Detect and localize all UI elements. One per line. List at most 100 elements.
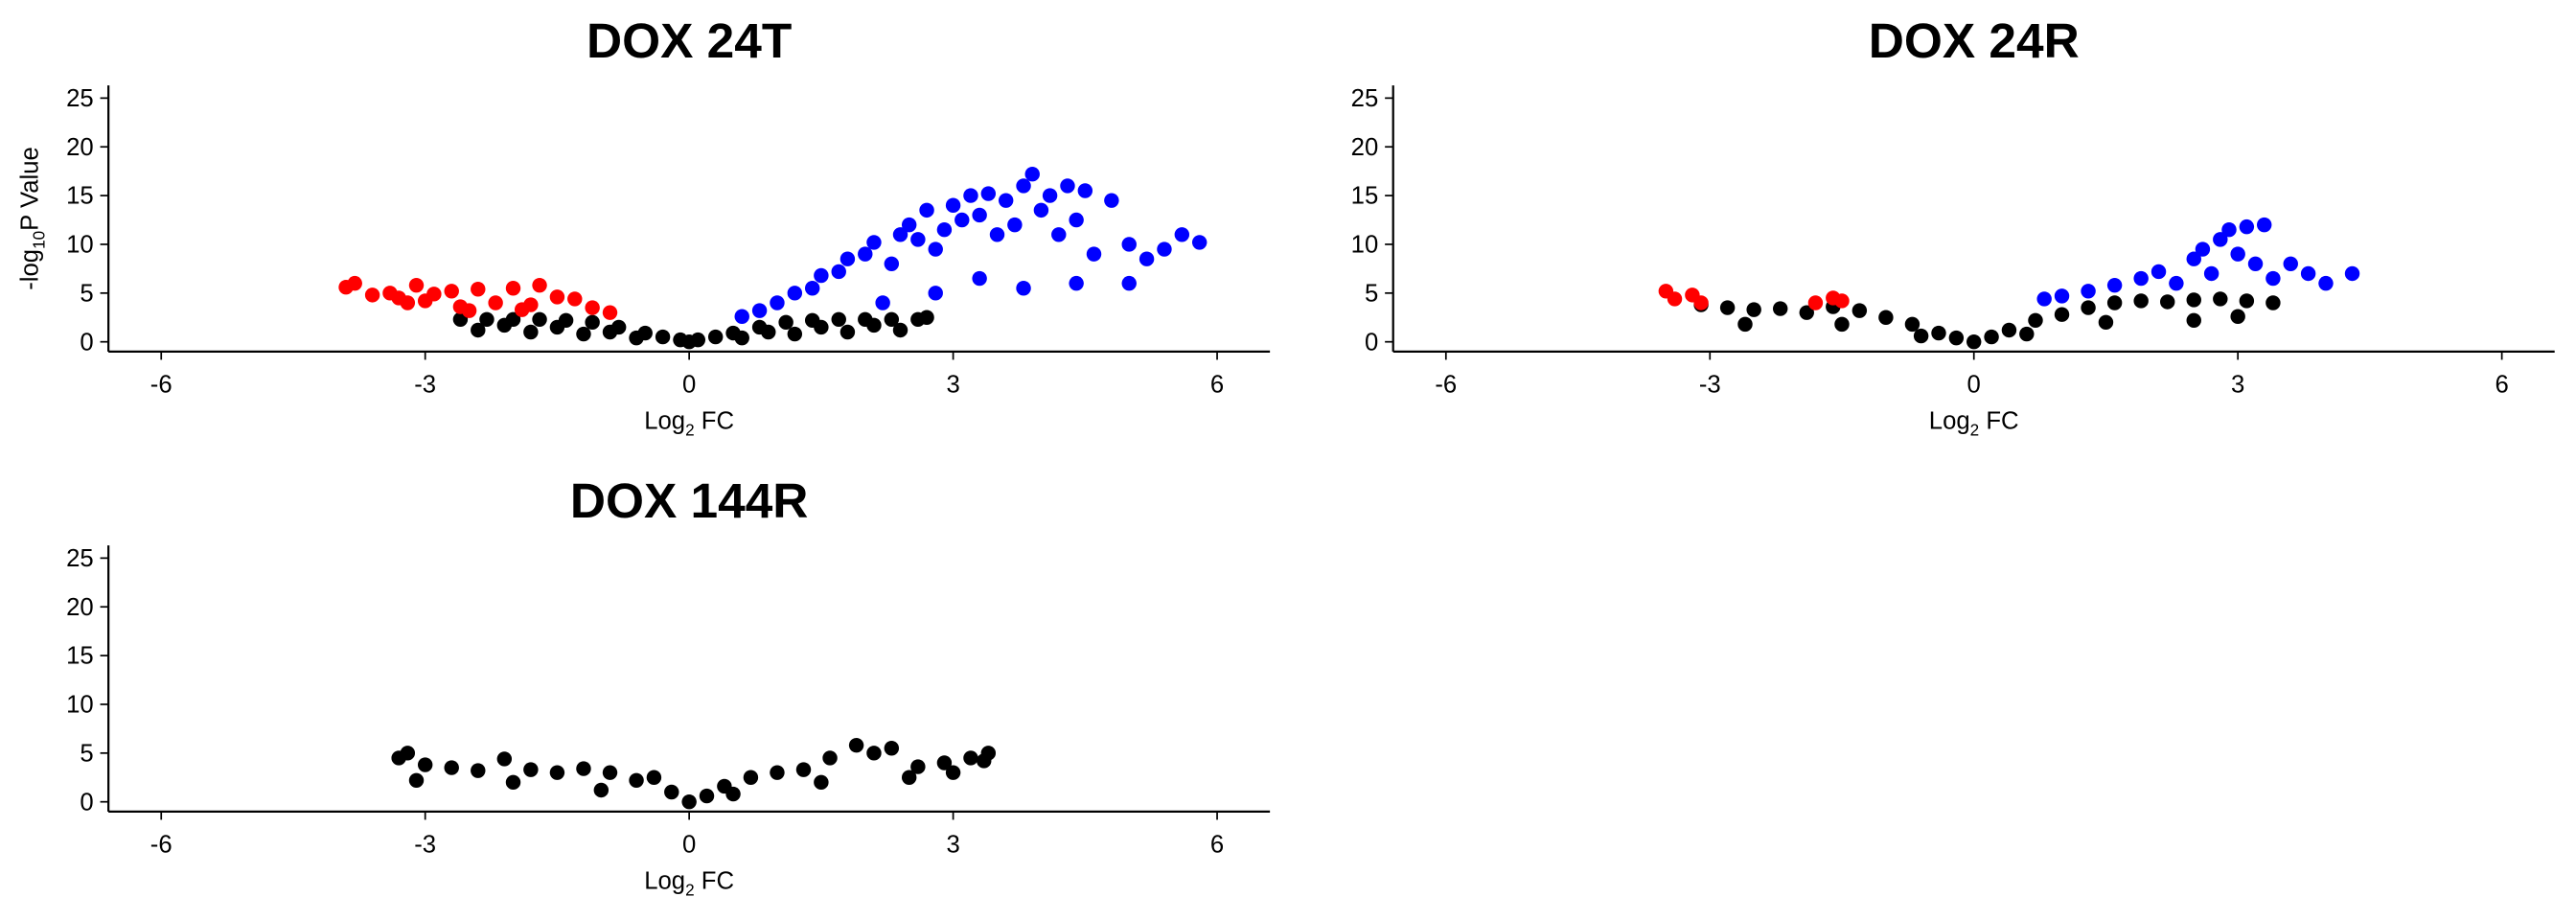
point	[998, 193, 1014, 208]
y-axis-label-rest: P Value	[16, 147, 43, 231]
x-axis-label-text: Log	[644, 407, 685, 434]
point	[1060, 178, 1075, 194]
x-axis-label: Log2 FC	[1929, 407, 2019, 439]
point	[884, 256, 900, 272]
point	[770, 295, 785, 310]
point	[707, 329, 724, 345]
point	[989, 227, 1005, 242]
point	[928, 242, 943, 257]
x-tick-label: 3	[2231, 372, 2244, 399]
point	[629, 772, 644, 789]
point	[505, 774, 521, 791]
x-tick-label: 6	[1210, 372, 1224, 399]
point	[977, 753, 992, 769]
point	[1016, 281, 1031, 296]
y-tick-label: 15	[66, 183, 94, 210]
x-tick-label: -6	[1435, 372, 1457, 399]
point	[1121, 237, 1137, 252]
point	[770, 765, 785, 780]
point	[2203, 265, 2220, 282]
point	[602, 765, 618, 780]
y-axis-label: -log10P Value	[16, 147, 48, 290]
point	[471, 282, 486, 297]
point	[2186, 312, 2201, 329]
x-axis-label-rest: FC	[695, 867, 734, 894]
x-axis-label-rest: FC	[695, 407, 734, 434]
point	[593, 782, 610, 798]
y-tick-label: 0	[1365, 329, 1378, 356]
point	[2213, 291, 2228, 307]
point	[2239, 293, 2255, 309]
point	[761, 324, 776, 340]
point	[910, 232, 926, 247]
point	[866, 235, 882, 250]
x-axis-label-sub: 2	[685, 880, 695, 899]
point	[822, 750, 838, 766]
point	[479, 311, 494, 328]
point	[1878, 310, 1894, 325]
point	[884, 311, 900, 328]
point	[2133, 293, 2149, 309]
point	[2169, 275, 2184, 291]
y-tick-label: 0	[80, 789, 93, 816]
point	[444, 284, 459, 299]
point	[884, 741, 900, 756]
point	[2133, 270, 2149, 287]
point	[2054, 307, 2070, 322]
point	[725, 786, 741, 802]
point	[875, 295, 890, 310]
y-tick-label: 25	[66, 85, 94, 112]
y-tick-label: 10	[66, 692, 94, 719]
point	[858, 246, 873, 262]
point	[690, 332, 706, 348]
point	[1077, 183, 1093, 198]
point	[461, 303, 477, 318]
point	[585, 300, 600, 315]
point	[936, 221, 953, 238]
point	[2221, 221, 2237, 238]
point	[1033, 202, 1049, 218]
point	[488, 295, 503, 310]
point	[2019, 326, 2035, 342]
point	[972, 270, 987, 287]
point	[814, 774, 829, 791]
point	[1719, 300, 1736, 315]
x-tick-label: -3	[414, 372, 436, 399]
point	[426, 287, 442, 302]
point	[471, 322, 486, 338]
point	[2081, 284, 2096, 299]
point	[901, 217, 917, 233]
point	[1746, 302, 1761, 317]
point	[2239, 218, 2255, 235]
point	[1104, 193, 1119, 208]
point	[2318, 275, 2334, 291]
y-axis-label-text: -log	[16, 249, 43, 290]
point	[514, 302, 530, 317]
point	[1834, 293, 1850, 309]
point	[1834, 316, 1850, 333]
point	[2266, 295, 2281, 310]
point	[734, 309, 749, 324]
point	[945, 765, 961, 780]
x-axis-label-rest: FC	[1979, 407, 2018, 434]
point	[2266, 270, 2281, 287]
point	[866, 746, 882, 761]
x-axis-label-text: Log	[1929, 407, 1970, 434]
point	[945, 197, 961, 213]
x-axis-label-sub: 2	[685, 420, 695, 439]
point	[1984, 329, 1999, 345]
y-tick-label: 20	[66, 134, 94, 161]
point	[549, 289, 565, 305]
point	[400, 746, 416, 761]
y-tick-label: 0	[80, 329, 93, 356]
point	[840, 324, 856, 340]
point	[1024, 167, 1040, 182]
x-axis-label: Log2 FC	[644, 407, 734, 439]
point	[910, 759, 926, 774]
point	[2098, 314, 2114, 331]
point	[734, 330, 749, 346]
point	[549, 319, 565, 335]
x-tick-label: -3	[1699, 372, 1721, 399]
point	[892, 322, 908, 338]
